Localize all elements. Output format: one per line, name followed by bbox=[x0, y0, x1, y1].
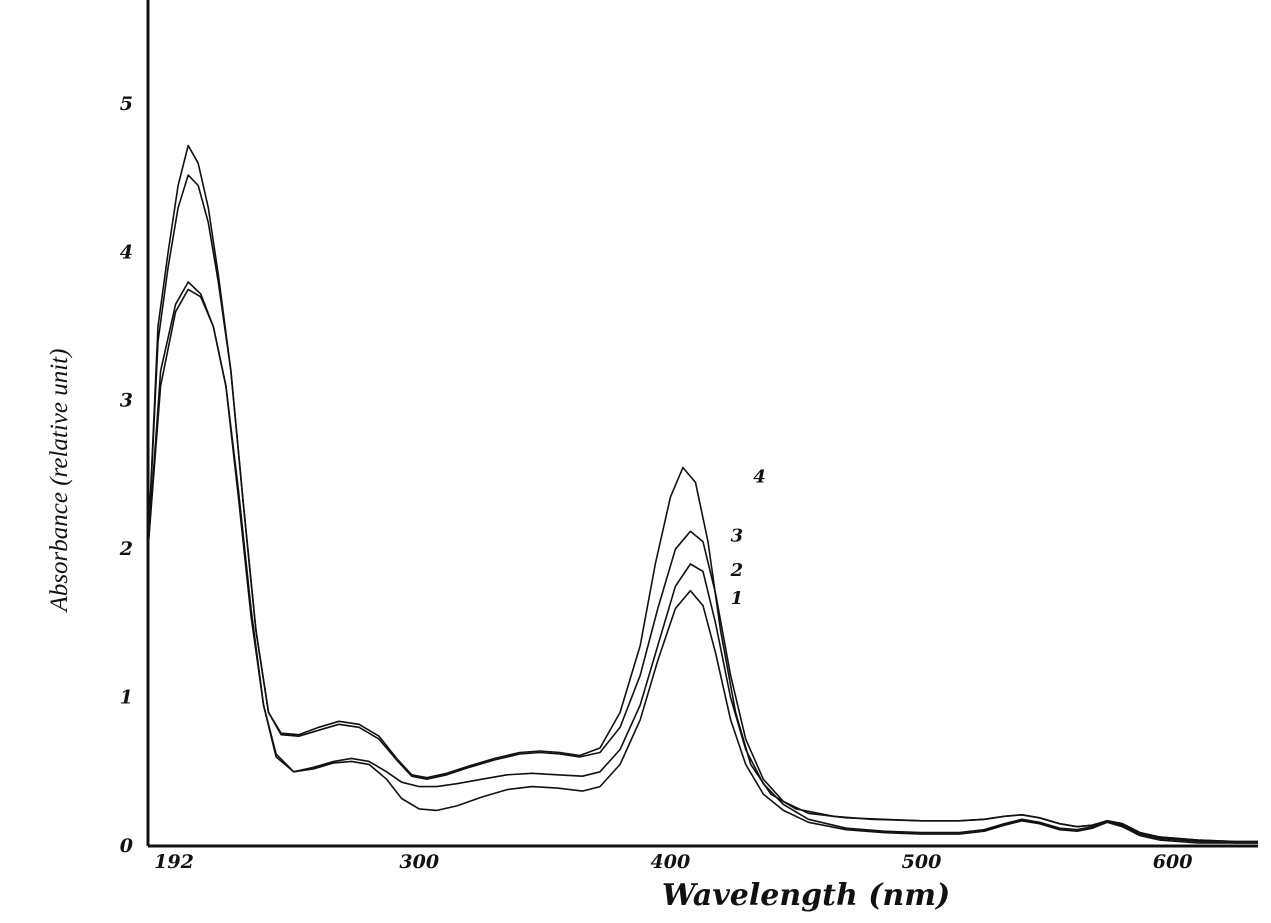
y-tick-label: 3 bbox=[120, 390, 133, 412]
series-labels-group: 1 2 3 4 bbox=[730, 466, 766, 609]
series-2-line bbox=[147, 281, 1258, 844]
ticks-group: 0 1 2 3 4 5 192 300 400 500 600 bbox=[119, 93, 1193, 873]
y-tick-label: 2 bbox=[119, 538, 133, 560]
x-tick-label: 400 bbox=[651, 851, 691, 873]
series-3-line bbox=[147, 174, 1258, 843]
series-4-label: 4 bbox=[753, 466, 766, 487]
series-1-label: 1 bbox=[731, 588, 744, 609]
series-3-label: 3 bbox=[731, 526, 744, 547]
x-tick-label: 300 bbox=[399, 851, 439, 873]
y-tick-label: 4 bbox=[120, 241, 133, 263]
y-tick-label: 1 bbox=[120, 687, 133, 709]
y-axis-label: Absorbance (relative unit) bbox=[46, 349, 73, 614]
series-4-line bbox=[147, 144, 1258, 843]
series-2-label: 2 bbox=[730, 560, 744, 581]
y-tick-label: 5 bbox=[120, 93, 133, 115]
x-tick-label: 500 bbox=[902, 851, 942, 873]
axes-group bbox=[146, 0, 1258, 848]
x-axis-label: Wavelength (nm) bbox=[662, 878, 950, 913]
series-1-line bbox=[147, 288, 1258, 844]
x-tick-label: 600 bbox=[1153, 851, 1193, 873]
x-tick-label: 192 bbox=[154, 851, 194, 873]
y-tick-label: 0 bbox=[120, 835, 133, 857]
curves-group bbox=[147, 144, 1258, 844]
